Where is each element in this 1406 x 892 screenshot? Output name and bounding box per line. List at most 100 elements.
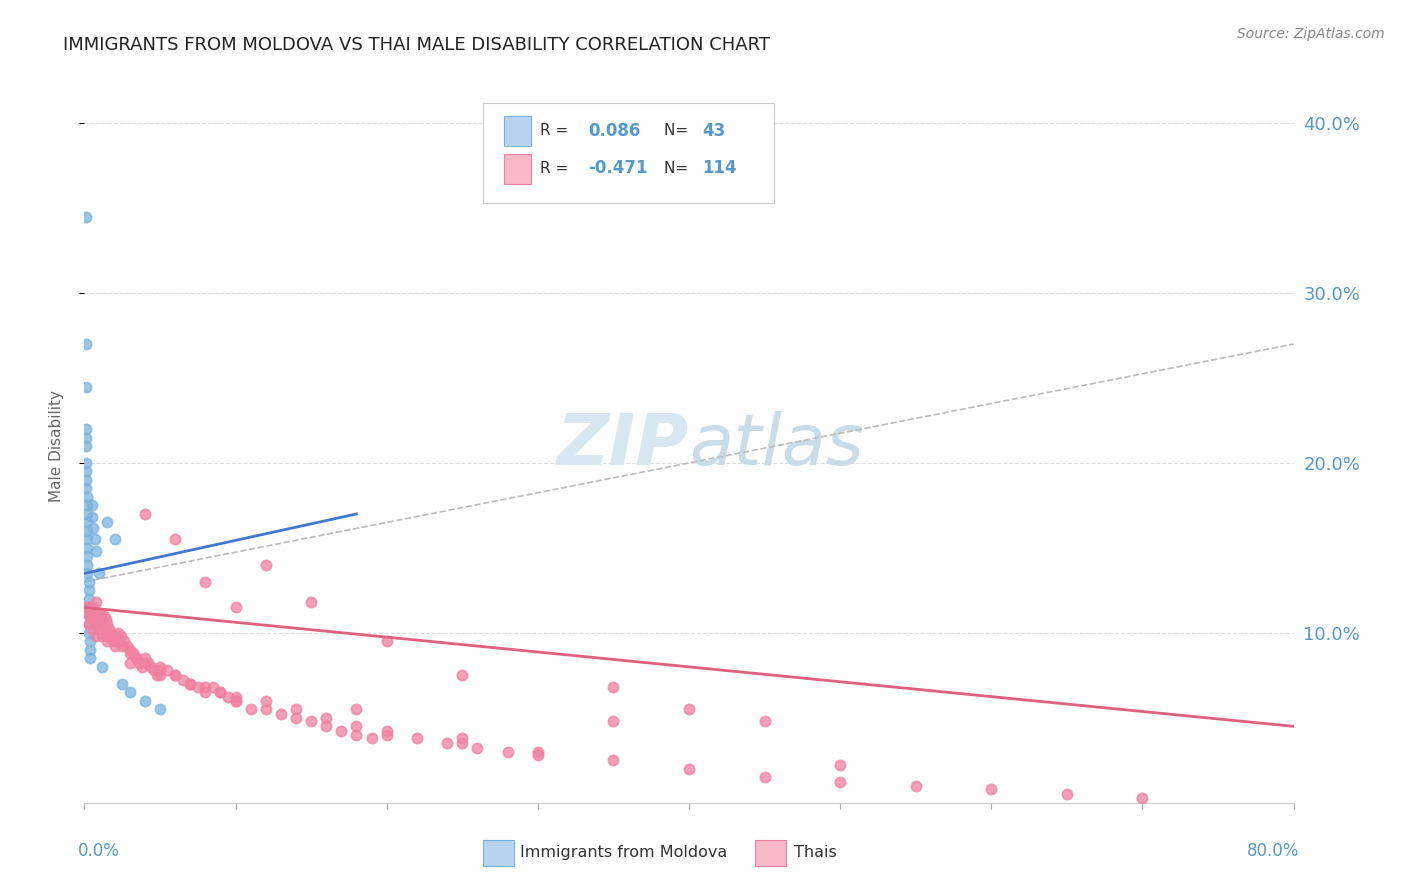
Point xyxy=(90,612,112,626)
Point xyxy=(96,629,118,643)
Point xyxy=(75,473,97,487)
Point xyxy=(76,533,98,547)
Point xyxy=(84,606,107,620)
Point xyxy=(299,714,322,729)
Point xyxy=(98,626,121,640)
Point xyxy=(128,657,150,671)
Point xyxy=(86,544,108,558)
Point xyxy=(165,533,187,547)
Point xyxy=(1056,787,1078,801)
Point xyxy=(602,680,624,694)
Point xyxy=(172,673,194,688)
Point xyxy=(82,600,104,615)
Point xyxy=(134,694,156,708)
Point xyxy=(110,629,132,643)
Text: R =: R = xyxy=(540,161,574,176)
Point xyxy=(360,731,382,746)
Point xyxy=(89,623,111,637)
Point xyxy=(86,629,108,643)
Point xyxy=(77,617,100,632)
Point xyxy=(217,690,239,705)
Point xyxy=(111,640,134,654)
Point xyxy=(79,651,101,665)
Point xyxy=(330,724,353,739)
Point xyxy=(254,702,277,716)
Point xyxy=(315,719,337,733)
Point xyxy=(225,694,247,708)
Point xyxy=(980,782,1002,797)
FancyBboxPatch shape xyxy=(503,116,530,146)
Point xyxy=(100,629,122,643)
Point xyxy=(96,634,118,648)
Point xyxy=(82,520,104,534)
Point xyxy=(451,668,474,682)
Point xyxy=(89,623,111,637)
Point xyxy=(86,595,108,609)
Point xyxy=(754,770,776,784)
Point xyxy=(146,668,169,682)
Point xyxy=(84,533,107,547)
Point xyxy=(239,702,262,716)
Text: 114: 114 xyxy=(702,160,737,178)
Text: Thais: Thais xyxy=(794,846,837,860)
Point xyxy=(285,711,308,725)
Point xyxy=(118,685,141,699)
Point xyxy=(86,617,108,632)
Point xyxy=(678,762,700,776)
Point xyxy=(134,507,156,521)
Y-axis label: Male Disability: Male Disability xyxy=(49,390,63,502)
Point xyxy=(127,651,149,665)
Point xyxy=(77,626,100,640)
FancyBboxPatch shape xyxy=(755,840,786,865)
Point xyxy=(75,337,97,351)
Point xyxy=(80,510,103,524)
Point xyxy=(527,748,550,763)
Point xyxy=(496,745,519,759)
Point xyxy=(91,617,114,632)
Point xyxy=(91,660,114,674)
Point xyxy=(101,634,124,648)
Point xyxy=(254,694,277,708)
Point xyxy=(201,680,224,694)
Point xyxy=(76,549,98,564)
Point xyxy=(346,702,368,716)
Point xyxy=(76,541,98,555)
Point xyxy=(79,643,101,657)
Point xyxy=(77,591,100,606)
Text: 80.0%: 80.0% xyxy=(1247,842,1299,860)
Point xyxy=(75,482,97,496)
Point xyxy=(134,651,156,665)
Point xyxy=(77,606,100,620)
Point xyxy=(97,623,120,637)
Point xyxy=(131,660,153,674)
Point xyxy=(136,657,159,671)
Point xyxy=(96,516,118,530)
Point xyxy=(225,690,247,705)
Point xyxy=(118,643,141,657)
Point xyxy=(156,663,179,677)
Point xyxy=(209,685,232,699)
Point xyxy=(121,646,143,660)
Point xyxy=(194,574,217,589)
Point xyxy=(375,728,398,742)
Point xyxy=(149,702,172,716)
Point xyxy=(904,779,927,793)
FancyBboxPatch shape xyxy=(484,103,773,203)
Point xyxy=(165,668,187,682)
Point xyxy=(76,499,98,513)
Point xyxy=(104,634,127,648)
Point xyxy=(76,600,98,615)
Point xyxy=(80,623,103,637)
Point xyxy=(375,634,398,648)
Text: N=: N= xyxy=(664,161,693,176)
Point xyxy=(1130,790,1153,805)
Point xyxy=(77,574,100,589)
Point xyxy=(375,724,398,739)
Point xyxy=(134,657,156,671)
Point xyxy=(94,612,117,626)
Point xyxy=(346,719,368,733)
Text: R =: R = xyxy=(540,123,574,138)
Point xyxy=(346,728,368,742)
Point xyxy=(87,608,110,623)
Point xyxy=(79,608,101,623)
